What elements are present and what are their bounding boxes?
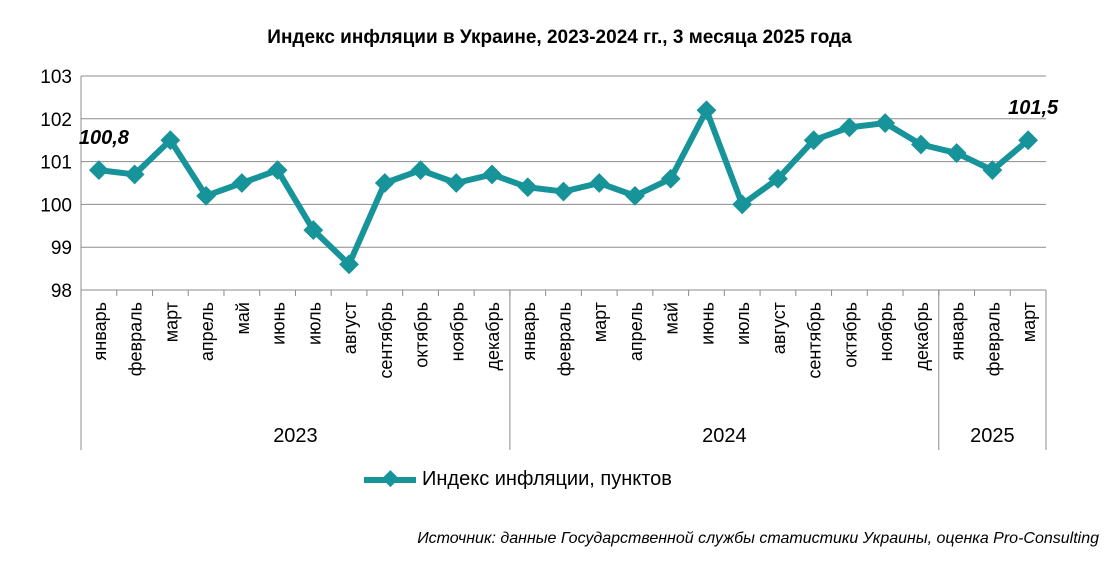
x-category-label: май (233, 302, 253, 334)
y-tick-label: 102 (40, 110, 72, 131)
x-category-label: март (1019, 302, 1039, 342)
y-tick-label: 101 (40, 153, 72, 174)
x-category-label: февраль (126, 302, 146, 376)
legend: Индекс инфляции, пунктов (362, 468, 672, 491)
x-category-label: март (590, 302, 610, 342)
group-label: 2024 (702, 425, 747, 447)
data-point-marker (946, 143, 967, 163)
data-point-marker (88, 160, 109, 181)
x-category-label: июнь (269, 302, 289, 345)
legend-marker (364, 469, 416, 487)
x-category-label: декабрь (912, 302, 932, 371)
x-category-label: июль (304, 302, 324, 345)
data-point-marker (267, 160, 288, 181)
x-category-label: сентябрь (376, 302, 396, 379)
data-point-marker (482, 164, 502, 185)
source-note: Источник: данные Государственной службы … (417, 530, 1099, 547)
x-category-label: апрель (626, 302, 646, 361)
y-tick-label: 100 (40, 195, 72, 216)
data-point-marker (160, 130, 181, 151)
y-tick-label: 103 (40, 67, 72, 88)
y-tick-label: 99 (51, 238, 72, 259)
x-category-label: октябрь (412, 302, 432, 368)
x-category-label: декабрь (483, 302, 503, 371)
x-category-label: сентябрь (805, 302, 825, 379)
data-point-marker (303, 220, 324, 240)
data-point-marker (517, 177, 538, 198)
x-category-label: февраль (555, 302, 575, 376)
data-point-marker (446, 173, 467, 193)
y-tick-label: 98 (51, 281, 72, 302)
x-category-label: ноябрь (447, 302, 467, 361)
x-category-label: январь (519, 302, 539, 360)
data-point-marker (839, 117, 860, 138)
data-label: 101,5 (1008, 97, 1059, 119)
x-category-label: январь (948, 302, 968, 360)
data-point-marker (625, 185, 645, 206)
data-point-marker (553, 181, 574, 202)
data-point-marker (196, 185, 216, 206)
data-point-marker (339, 254, 359, 275)
x-category-label: август (769, 302, 789, 354)
x-category-label: апрель (197, 302, 217, 361)
x-category-label: март (161, 302, 181, 342)
x-category-label: ноябрь (876, 302, 896, 361)
x-category-label: май (662, 302, 682, 334)
data-label: 100,8 (79, 127, 130, 149)
data-point-marker (231, 173, 252, 193)
group-label: 2023 (273, 425, 318, 447)
x-category-label: июль (733, 302, 753, 345)
group-label: 2025 (970, 425, 1015, 447)
data-point-marker (589, 173, 610, 193)
legend-label: Индекс инфляции, пунктов (422, 468, 672, 490)
chart-title: Индекс инфляции в Украине, 2023-2024 гг.… (267, 27, 852, 48)
x-category-label: июнь (697, 302, 717, 345)
x-category-label: январь (90, 302, 110, 360)
x-category-label: август (340, 302, 360, 354)
data-point-marker (374, 173, 395, 193)
x-category-label: октябрь (840, 302, 860, 368)
data-point-marker (410, 160, 431, 181)
x-category-label: февраль (983, 302, 1003, 376)
